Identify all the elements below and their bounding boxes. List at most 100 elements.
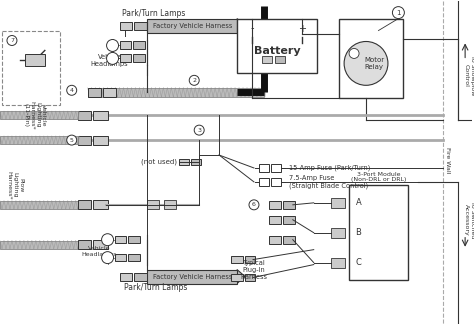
Text: Vehicle
Headlamps: Vehicle Headlamps [82, 246, 118, 257]
Circle shape [249, 200, 259, 210]
Bar [331, 228, 345, 238]
Bar [283, 216, 295, 224]
Circle shape [101, 252, 114, 264]
Text: C: C [356, 258, 362, 267]
Bar [78, 136, 91, 145]
Bar [0, 136, 78, 144]
Bar [135, 273, 147, 280]
Bar [119, 273, 132, 280]
Bar [92, 136, 108, 145]
Bar [0, 241, 78, 249]
Text: 2: 2 [192, 78, 196, 83]
Bar [78, 200, 91, 209]
Circle shape [7, 35, 17, 46]
Bar [262, 57, 272, 63]
Circle shape [392, 6, 404, 19]
Bar [78, 111, 91, 120]
Bar [128, 254, 140, 261]
Text: 6: 6 [252, 202, 256, 207]
Bar [259, 178, 269, 186]
Bar [348, 185, 409, 280]
Text: -: - [250, 23, 254, 33]
Text: 4: 4 [70, 88, 74, 93]
Bar [0, 111, 78, 119]
Circle shape [344, 42, 388, 85]
Bar [331, 258, 345, 267]
Circle shape [189, 75, 199, 85]
Text: Vehicle
Headlamps: Vehicle Headlamps [91, 54, 128, 67]
Bar [191, 159, 201, 165]
Text: Park/Turn Lamps: Park/Turn Lamps [125, 283, 188, 292]
Text: To Switched
Accessory: To Switched Accessory [464, 201, 474, 239]
Bar [271, 164, 281, 172]
Bar [115, 236, 127, 243]
Bar [269, 201, 281, 209]
Bar [179, 159, 189, 165]
Text: Fire Wall: Fire Wall [445, 147, 450, 173]
Text: 5: 5 [70, 137, 73, 143]
Bar [78, 240, 91, 249]
Bar [92, 111, 108, 120]
Bar [88, 88, 100, 97]
Polygon shape [237, 19, 245, 32]
Bar [245, 274, 255, 281]
Bar [338, 19, 403, 98]
Bar [275, 57, 285, 63]
Text: +: + [298, 23, 306, 33]
Text: Factory Vehicle Harness: Factory Vehicle Harness [153, 22, 232, 29]
Text: 7: 7 [10, 38, 14, 43]
Bar [231, 274, 243, 281]
Bar [25, 54, 45, 66]
Bar [128, 236, 140, 243]
Circle shape [67, 135, 77, 145]
Bar [231, 256, 243, 263]
Text: A: A [356, 198, 362, 207]
Bar [119, 42, 131, 49]
Text: Plow
Lighting
Harness*: Plow Lighting Harness* [7, 171, 23, 199]
Bar [119, 21, 132, 30]
Bar [269, 216, 281, 224]
Bar [134, 54, 146, 62]
Text: 1: 1 [396, 10, 401, 16]
Bar [92, 240, 108, 249]
Text: Battery: Battery [254, 46, 300, 56]
Bar [134, 42, 146, 49]
Bar [245, 256, 255, 263]
Text: (not used): (not used) [141, 159, 177, 165]
Circle shape [101, 234, 114, 246]
Circle shape [67, 85, 77, 95]
Bar [92, 200, 108, 209]
Polygon shape [237, 269, 245, 283]
Bar [102, 88, 116, 97]
Text: B: B [356, 228, 362, 237]
Text: To Snowplow
Control: To Snowplow Control [464, 55, 474, 96]
Bar [164, 200, 176, 209]
Text: Factory Vehicle Harness: Factory Vehicle Harness [153, 274, 232, 280]
Bar [135, 21, 147, 30]
Text: 3: 3 [197, 128, 201, 133]
Bar [88, 88, 264, 97]
Bar [2, 31, 60, 105]
Bar [331, 198, 345, 208]
Bar [271, 178, 281, 186]
Text: 3-Port Module
(Non-DRL or DRL): 3-Port Module (Non-DRL or DRL) [351, 172, 406, 182]
Bar [119, 54, 131, 62]
Text: Vehicle
Lighting
Harness*
(11-Pin): Vehicle Lighting Harness* (11-Pin) [24, 101, 46, 129]
Bar [283, 236, 295, 244]
Text: 15-Amp Fuse (Park/Turn): 15-Amp Fuse (Park/Turn) [289, 165, 370, 171]
Bar [269, 236, 281, 244]
Circle shape [194, 125, 204, 135]
Text: Motor
Relay: Motor Relay [364, 57, 384, 70]
Bar [147, 269, 237, 283]
Circle shape [107, 52, 118, 64]
Bar [147, 200, 159, 209]
Bar [237, 19, 317, 73]
Circle shape [349, 48, 359, 58]
Circle shape [107, 40, 118, 51]
Text: Park/Turn Lamps: Park/Turn Lamps [121, 9, 185, 18]
Text: Typical
Plug-In
Harness: Typical Plug-In Harness [240, 260, 267, 280]
Bar [259, 164, 269, 172]
Bar [147, 19, 237, 32]
Bar [0, 201, 78, 209]
Text: 7.5-Amp Fuse
(Straight Blade Control): 7.5-Amp Fuse (Straight Blade Control) [289, 175, 368, 189]
